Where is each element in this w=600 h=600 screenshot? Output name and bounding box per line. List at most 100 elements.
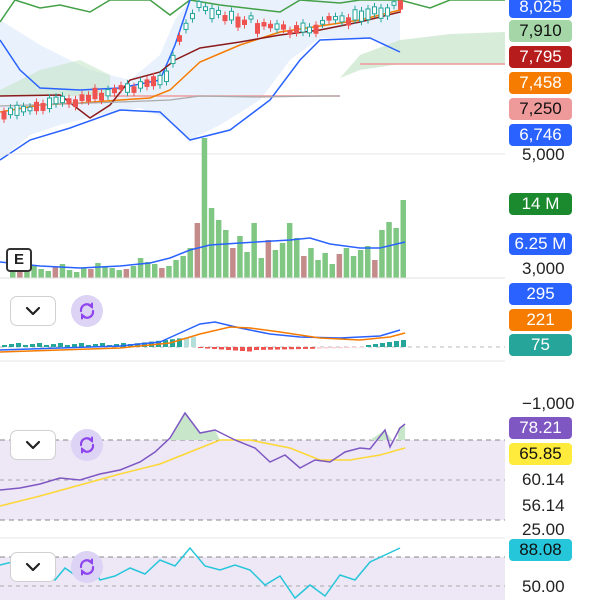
volume-bar	[73, 272, 80, 278]
volume-bar	[350, 256, 357, 278]
macd-histogram-bar	[30, 344, 35, 347]
macd-histogram-bar	[205, 347, 210, 349]
volume-bar	[208, 208, 215, 278]
volume-bar	[45, 271, 51, 278]
candle-body	[177, 35, 182, 42]
macd-histogram-bar	[331, 347, 336, 349]
rsi-badge-value: 78.21	[509, 417, 572, 439]
volume-bar	[180, 256, 186, 278]
candle-body	[320, 20, 325, 25]
macd-badge-histogram: 75	[509, 334, 572, 356]
volume-bar	[265, 240, 272, 278]
rsi-cycle-button[interactable]	[71, 429, 103, 461]
price-badge-bollinger-lower: 6,746	[509, 124, 572, 146]
candle-body	[125, 83, 130, 93]
volume-badge-current: 14 M	[509, 193, 572, 215]
macd-tick-label: −1,000	[522, 394, 575, 413]
macd-histogram-bar	[65, 345, 70, 347]
candle-body	[229, 10, 234, 21]
macd-badge-line: 295	[509, 283, 572, 305]
volume-bars	[10, 138, 406, 278]
volume-bar	[279, 243, 286, 278]
volume-bar	[258, 258, 264, 278]
macd-histogram-bar	[324, 347, 329, 349]
macd-histogram-bar	[240, 347, 245, 351]
macd-histogram-bar	[58, 343, 63, 347]
candle-body	[242, 19, 247, 25]
volume-bar	[215, 220, 222, 278]
candle-body	[203, 6, 208, 11]
macd-cycle-button[interactable]	[71, 295, 103, 327]
macd-histogram-bar	[86, 345, 91, 347]
volume-bar	[95, 263, 101, 278]
stoch-badge-value: 88.08	[509, 539, 572, 561]
candle-body	[235, 16, 241, 28]
macd-histogram-bar	[303, 347, 308, 349]
candles	[1, 0, 403, 123]
volume-bar	[187, 248, 193, 278]
volume-bar	[17, 268, 23, 278]
macd-badge-signal: 221	[509, 309, 572, 331]
refresh-cycle-icon	[79, 436, 95, 454]
candle-body	[365, 8, 371, 21]
macd-histogram-bar	[79, 343, 84, 347]
volume-bar	[52, 267, 59, 278]
volume-bar	[152, 264, 158, 278]
candle-body	[86, 94, 91, 102]
price-tick-label: 5,000	[522, 145, 565, 164]
candle-body	[183, 22, 189, 30]
macd-histogram-bar	[177, 338, 182, 347]
macd-pane	[0, 321, 505, 362]
ichimoku-cloud	[340, 32, 505, 78]
refresh-cycle-icon	[79, 558, 95, 576]
candle-body	[157, 75, 163, 86]
candle-body	[313, 24, 319, 34]
candle-body	[14, 104, 20, 116]
macd-histogram-bar	[37, 343, 42, 347]
macd-histogram-bar	[226, 347, 231, 350]
candle-body	[40, 103, 46, 111]
conversion-line	[0, 0, 505, 23]
chevron-down-icon	[25, 306, 41, 316]
rsi-tick-label: 25.00	[522, 520, 565, 539]
candle-body	[79, 94, 85, 102]
volume-bar	[286, 223, 293, 278]
macd-histogram-bar	[219, 347, 224, 350]
candle-body	[359, 10, 364, 22]
price-badge-conversion: 7,910	[509, 20, 572, 42]
candle-body	[352, 9, 358, 21]
candle-body	[287, 29, 293, 35]
macd-histogram-bar	[170, 339, 175, 347]
stoch-collapse-button[interactable]	[10, 552, 56, 582]
macd-collapse-button[interactable]	[10, 296, 56, 326]
candle-body	[281, 24, 286, 30]
volume-bar	[130, 266, 137, 278]
stoch-tick-label: 50.00	[522, 577, 565, 596]
macd-histogram-bar	[338, 347, 343, 349]
volume-bar	[173, 260, 179, 278]
macd-histogram-bar	[310, 347, 315, 349]
macd-histogram-bar	[72, 344, 77, 347]
volume-bar	[66, 270, 73, 278]
candle-body	[47, 97, 52, 110]
candle-body	[248, 15, 254, 20]
earnings-marker[interactable]: E	[6, 248, 32, 272]
candle-body	[339, 15, 345, 23]
volume-bar	[116, 270, 122, 278]
macd-histogram-bar	[135, 343, 140, 347]
candle-body	[92, 87, 98, 100]
price-badge-span: 7,250	[509, 98, 572, 120]
volume-bar	[102, 266, 108, 278]
macd-histogram-bar	[254, 347, 259, 350]
candle-body	[138, 81, 143, 89]
candle-body	[99, 92, 104, 101]
candle-body	[274, 23, 280, 30]
candle-body	[190, 13, 195, 20]
macd-histogram-bar	[51, 344, 56, 347]
macd-histogram-bar	[9, 344, 14, 347]
stoch-cycle-button[interactable]	[71, 551, 103, 583]
macd-histogram-bar	[268, 347, 273, 350]
bollinger-upper	[0, 0, 191, 91]
rsi-collapse-button[interactable]	[10, 430, 56, 460]
